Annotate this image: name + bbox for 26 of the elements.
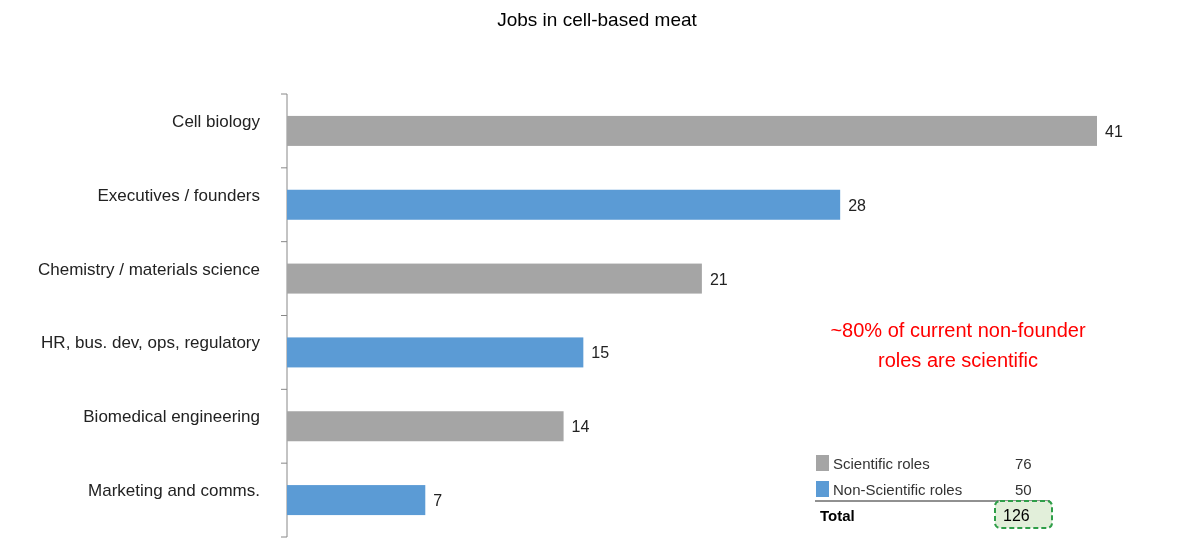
bar bbox=[287, 115, 1097, 146]
bar bbox=[287, 189, 841, 220]
data-label: 15 bbox=[591, 344, 610, 362]
annotation: 76 bbox=[1015, 455, 1032, 472]
annotation: 126 bbox=[1003, 507, 1030, 524]
y-tick-label: Cell biology bbox=[172, 111, 261, 131]
y-tick-label: Executives / founders bbox=[97, 185, 260, 205]
bar bbox=[287, 411, 564, 442]
bar bbox=[287, 263, 702, 294]
annotation: ~80% of current non-founder roles are scientific bbox=[830, 319, 1086, 371]
y-tick-label: Marketing and comms. bbox=[88, 481, 260, 501]
legend-label: Non-Scientific roles bbox=[833, 481, 963, 498]
data-label: 7 bbox=[433, 492, 443, 510]
data-label: 14 bbox=[571, 418, 590, 436]
data-label: 21 bbox=[709, 270, 728, 288]
bar bbox=[287, 337, 584, 368]
y-tick-label: HR, bus. dev, ops, regulatory bbox=[41, 333, 261, 353]
legend-label: Scientific roles bbox=[833, 455, 930, 472]
data-label: 41 bbox=[1105, 122, 1123, 140]
chart-title: Jobs in cell-based meat bbox=[497, 9, 698, 30]
annotation: Total bbox=[820, 507, 855, 524]
y-tick-label: Chemistry / materials science bbox=[37, 259, 260, 279]
data-label: 28 bbox=[848, 196, 867, 214]
bar bbox=[287, 485, 426, 516]
annotation: 50 bbox=[1015, 481, 1032, 498]
y-tick-label: Biomedical engineering bbox=[83, 407, 260, 427]
